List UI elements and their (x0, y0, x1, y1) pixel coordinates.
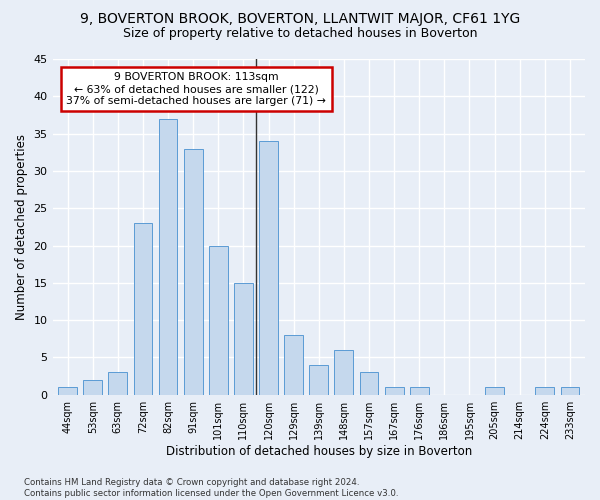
Bar (410, 387, 428, 394)
Bar (184, 148, 203, 394)
Bar (158, 118, 178, 394)
Bar (310, 365, 328, 394)
Bar (58, 387, 77, 394)
Bar (560, 387, 580, 394)
X-axis label: Distribution of detached houses by size in Boverton: Distribution of detached houses by size … (166, 444, 472, 458)
Bar (209, 246, 228, 394)
Bar (485, 387, 504, 394)
Bar (83, 380, 102, 394)
Bar (259, 141, 278, 395)
Bar (134, 223, 152, 394)
Bar (334, 350, 353, 395)
Bar (535, 387, 554, 394)
Bar (359, 372, 379, 394)
Bar (234, 283, 253, 395)
Text: 9 BOVERTON BROOK: 113sqm
← 63% of detached houses are smaller (122)
37% of semi-: 9 BOVERTON BROOK: 113sqm ← 63% of detach… (67, 72, 326, 106)
Bar (109, 372, 127, 394)
Y-axis label: Number of detached properties: Number of detached properties (15, 134, 28, 320)
Text: Size of property relative to detached houses in Boverton: Size of property relative to detached ho… (123, 28, 477, 40)
Text: Contains HM Land Registry data © Crown copyright and database right 2024.
Contai: Contains HM Land Registry data © Crown c… (24, 478, 398, 498)
Bar (385, 387, 404, 394)
Text: 9, BOVERTON BROOK, BOVERTON, LLANTWIT MAJOR, CF61 1YG: 9, BOVERTON BROOK, BOVERTON, LLANTWIT MA… (80, 12, 520, 26)
Bar (284, 335, 303, 394)
